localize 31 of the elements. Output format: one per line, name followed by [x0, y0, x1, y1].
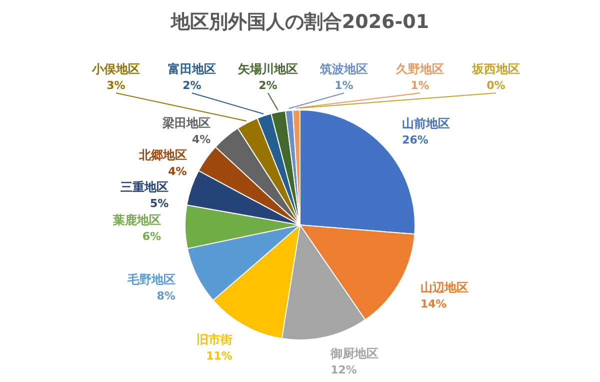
slice-label: 毛野地区: [126, 272, 176, 287]
data-label: 1%: [334, 79, 354, 92]
data-label: 1%: [410, 79, 430, 92]
data-label: 5%: [150, 197, 169, 210]
data-label: 4%: [192, 133, 211, 146]
chart-title: 地区別外国人の割合2026-01: [170, 11, 430, 33]
slice-label: 山辺地区: [420, 280, 468, 294]
slice-label: 旧市街: [196, 332, 232, 346]
data-label: 11%: [206, 349, 232, 362]
text: 0%: [486, 79, 506, 92]
data-label: 26%: [402, 134, 428, 147]
data-label: 14%: [420, 298, 447, 310]
data-label: 6%: [142, 230, 162, 244]
slice-label: 久野地区: [395, 62, 444, 76]
slice-label: 北郷地区: [138, 148, 187, 162]
slice-label: 葉鹿地区: [112, 213, 162, 228]
data-label: 2%: [258, 79, 278, 92]
slice-label: 矢場川地区: [237, 62, 298, 76]
data-label: 3%: [106, 79, 126, 92]
slice-label: 三重地区: [120, 180, 169, 194]
category-label: 坂西地区: [472, 62, 520, 76]
data-label: 2%: [182, 79, 202, 92]
data-label: 8%: [156, 290, 176, 303]
slice-label: 富田地区: [168, 62, 216, 76]
data-label: 4%: [168, 165, 187, 178]
slice-label: 山前地区: [402, 116, 450, 131]
slice-label: 小俣地区: [91, 62, 140, 76]
slice-label: 御厨地区: [330, 346, 379, 361]
slice-label: 梁田地区: [162, 116, 211, 130]
data-label: 12%: [330, 364, 357, 377]
slice-label: 筑波地区: [319, 62, 368, 76]
